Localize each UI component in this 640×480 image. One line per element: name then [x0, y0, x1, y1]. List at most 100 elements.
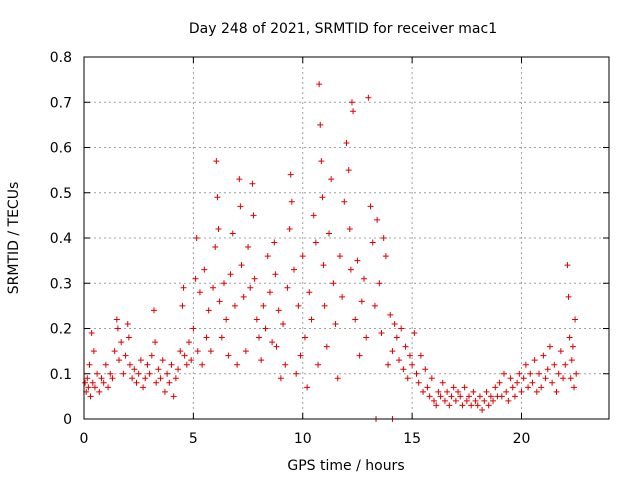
- grid-lines: [84, 57, 609, 419]
- data-point: [531, 357, 538, 364]
- y-axis-label: SRMTID / TECUs: [6, 182, 22, 295]
- data-point: [151, 307, 157, 314]
- data-point: [277, 375, 284, 382]
- data-point: [487, 393, 494, 400]
- data-point: [546, 343, 553, 350]
- data-point: [86, 361, 93, 368]
- data-point: [318, 158, 325, 165]
- data-point: [549, 379, 556, 386]
- data-point: [133, 379, 140, 386]
- data-point: [179, 302, 186, 309]
- data-point: [320, 262, 327, 269]
- data-point: [415, 379, 422, 386]
- data-point: [527, 370, 534, 377]
- data-point: [125, 334, 132, 341]
- data-point: [518, 388, 525, 395]
- data-point: [428, 375, 435, 382]
- data-point: [328, 176, 335, 183]
- data-point: [316, 81, 323, 88]
- data-point: [111, 348, 118, 355]
- data-point: [387, 311, 394, 318]
- data-point: [446, 402, 453, 409]
- data-point: [350, 108, 357, 115]
- data-point: [181, 352, 188, 359]
- data-point: [498, 393, 505, 400]
- data-point: [343, 139, 350, 146]
- data-point: [84, 375, 91, 382]
- data-point: [567, 375, 574, 382]
- data-point: [385, 361, 392, 368]
- data-point: [544, 366, 551, 373]
- data-point: [573, 370, 580, 377]
- data-point: [363, 334, 370, 341]
- data-point: [323, 343, 330, 350]
- data-point: [100, 379, 107, 386]
- data-point: [199, 361, 206, 368]
- data-point: [180, 284, 187, 291]
- data-point: [431, 397, 437, 404]
- data-point: [435, 388, 442, 395]
- data-points: [82, 81, 580, 422]
- data-point: [479, 406, 486, 413]
- data-point: [229, 230, 236, 237]
- data-point: [411, 330, 418, 337]
- data-point: [216, 298, 223, 305]
- data-point: [273, 343, 280, 350]
- data-point: [514, 379, 521, 386]
- data-point: [291, 266, 297, 273]
- data-point: [120, 370, 127, 377]
- chart-title: Day 248 of 2021, SRMTID for receiver mac…: [189, 21, 497, 37]
- data-point: [424, 384, 431, 391]
- data-point: [227, 271, 234, 278]
- data-point: [426, 393, 433, 400]
- data-point: [251, 275, 258, 282]
- data-point: [266, 289, 273, 296]
- data-point: [352, 316, 359, 323]
- data-point: [98, 375, 105, 382]
- data-point: [336, 253, 343, 260]
- data-point: [170, 393, 177, 400]
- data-point: [398, 325, 405, 332]
- data-point: [483, 388, 490, 395]
- data-point: [367, 203, 374, 210]
- y-tick-label: 0.7: [50, 95, 72, 111]
- data-point: [177, 348, 184, 355]
- data-point: [474, 402, 481, 409]
- data-point: [157, 375, 164, 382]
- data-point: [223, 316, 230, 323]
- data-point: [463, 397, 470, 404]
- data-point: [409, 361, 416, 368]
- data-point: [240, 293, 247, 300]
- data-point: [472, 397, 479, 404]
- data-point: [249, 180, 256, 187]
- data-point: [391, 320, 398, 327]
- data-point: [457, 393, 464, 400]
- data-point: [286, 225, 293, 232]
- data-point: [287, 171, 294, 178]
- data-point: [131, 366, 138, 373]
- data-point: [507, 375, 514, 382]
- data-point: [516, 370, 523, 377]
- data-point: [459, 402, 466, 409]
- data-point: [533, 388, 540, 395]
- data-point: [346, 225, 353, 232]
- data-point: [190, 325, 197, 332]
- data-point: [315, 361, 322, 368]
- data-point: [321, 302, 328, 309]
- data-point: [358, 298, 365, 305]
- data-point: [196, 289, 203, 296]
- data-point: [330, 280, 337, 287]
- data-point: [389, 348, 396, 355]
- data-point: [522, 361, 529, 368]
- y-tick-label: 0.5: [50, 186, 72, 202]
- data-point: [175, 366, 182, 373]
- data-point: [250, 212, 257, 219]
- data-point: [140, 384, 147, 391]
- data-point: [485, 402, 492, 409]
- data-point: [188, 357, 195, 364]
- data-point: [503, 388, 510, 395]
- data-point: [452, 397, 459, 404]
- data-point: [186, 339, 192, 346]
- data-point: [450, 384, 457, 391]
